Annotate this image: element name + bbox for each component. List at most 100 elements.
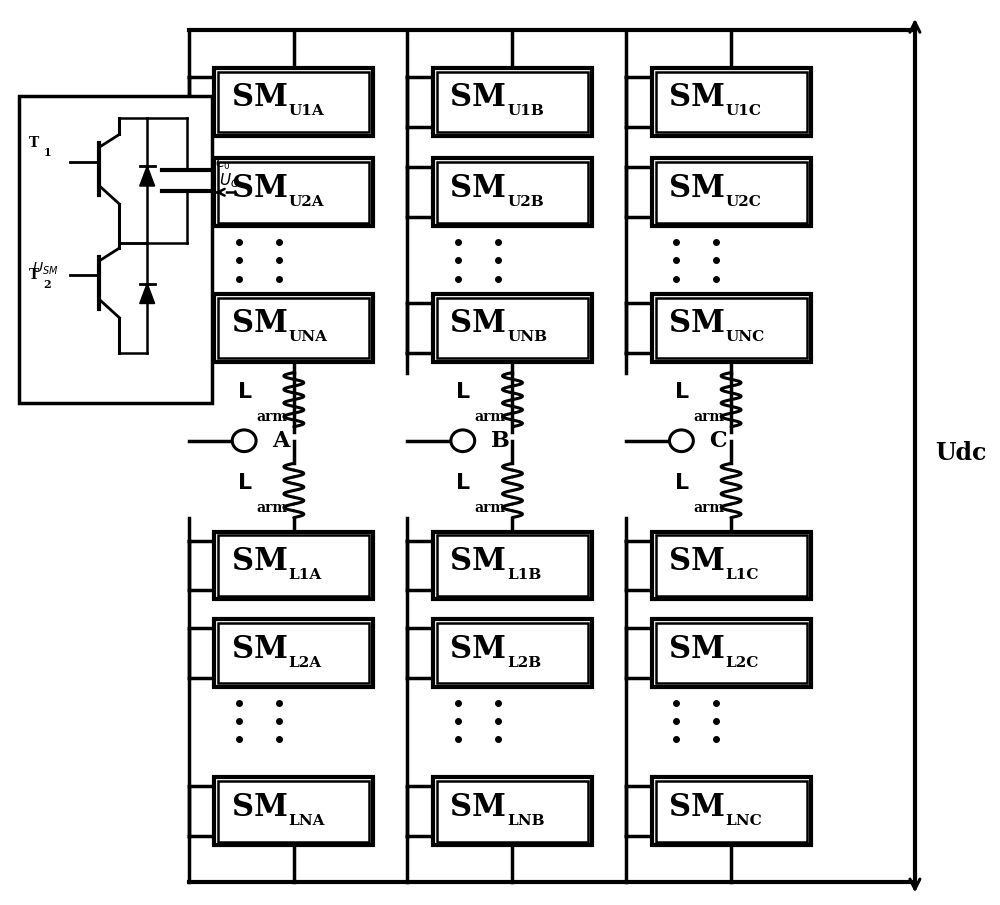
- Text: SM: SM: [232, 634, 287, 664]
- Bar: [214, 294, 373, 362]
- Bar: [218, 781, 369, 842]
- Bar: [433, 619, 592, 687]
- Bar: [437, 162, 588, 223]
- Bar: [437, 623, 588, 683]
- Bar: [652, 68, 811, 136]
- Bar: [652, 158, 811, 226]
- Bar: [433, 294, 592, 362]
- Bar: [656, 71, 807, 132]
- Text: L1A: L1A: [288, 568, 322, 582]
- Text: SM: SM: [669, 173, 725, 204]
- Text: 2: 2: [43, 279, 51, 290]
- Circle shape: [451, 430, 475, 452]
- Text: 1: 1: [43, 147, 51, 158]
- Bar: [214, 158, 373, 226]
- Bar: [214, 777, 373, 845]
- Bar: [19, 96, 212, 403]
- Text: SM: SM: [232, 82, 287, 113]
- Text: SM: SM: [669, 792, 725, 823]
- Bar: [433, 531, 592, 599]
- Bar: [656, 781, 807, 842]
- Text: U2C: U2C: [726, 195, 762, 209]
- Bar: [218, 623, 369, 683]
- Bar: [214, 619, 373, 687]
- Bar: [218, 298, 369, 358]
- Text: SM: SM: [669, 546, 725, 576]
- Text: T: T: [29, 268, 39, 282]
- Text: SM: SM: [450, 309, 506, 339]
- Polygon shape: [140, 283, 155, 303]
- Text: SM: SM: [232, 309, 287, 339]
- Text: arm: arm: [475, 501, 506, 515]
- Text: $\mathbf{L}$: $\mathbf{L}$: [237, 472, 252, 494]
- Bar: [214, 531, 373, 599]
- Text: U1B: U1B: [507, 104, 544, 119]
- Text: SM: SM: [232, 792, 287, 823]
- Text: SM: SM: [450, 173, 506, 204]
- Text: SM: SM: [669, 82, 725, 113]
- Text: $\mathbf{L}$: $\mathbf{L}$: [674, 381, 689, 404]
- Bar: [656, 535, 807, 595]
- Bar: [656, 623, 807, 683]
- Text: UNA: UNA: [288, 330, 327, 344]
- Text: $\mathbf{L}$: $\mathbf{L}$: [455, 472, 471, 494]
- Text: UNC: UNC: [726, 330, 765, 344]
- Bar: [656, 162, 807, 223]
- Text: U2B: U2B: [507, 195, 544, 209]
- Bar: [218, 71, 369, 132]
- Bar: [652, 619, 811, 687]
- Bar: [652, 531, 811, 599]
- Text: SM: SM: [232, 173, 287, 204]
- Text: SM: SM: [450, 634, 506, 664]
- Bar: [437, 535, 588, 595]
- Bar: [652, 294, 811, 362]
- Text: arm: arm: [475, 411, 506, 424]
- Text: B: B: [491, 430, 509, 452]
- Text: L1B: L1B: [507, 568, 541, 582]
- Bar: [652, 777, 811, 845]
- Text: $\mathbf{L}$: $\mathbf{L}$: [237, 381, 252, 404]
- Bar: [437, 781, 588, 842]
- Text: U2A: U2A: [288, 195, 324, 209]
- Text: $C_0$: $C_0$: [215, 157, 230, 173]
- Bar: [214, 68, 373, 136]
- Text: arm: arm: [256, 501, 287, 515]
- Text: LNC: LNC: [726, 814, 762, 828]
- Text: SM: SM: [450, 792, 506, 823]
- Text: C: C: [709, 430, 727, 452]
- Text: U1A: U1A: [288, 104, 324, 119]
- Text: arm: arm: [256, 411, 287, 424]
- Text: L2C: L2C: [726, 655, 759, 670]
- Text: $U_{SM}$: $U_{SM}$: [32, 261, 59, 277]
- Text: A: A: [272, 430, 289, 452]
- Circle shape: [669, 430, 693, 452]
- Text: L1C: L1C: [726, 568, 759, 582]
- Bar: [433, 777, 592, 845]
- Text: SM: SM: [669, 634, 725, 664]
- Text: SM: SM: [669, 309, 725, 339]
- Text: arm: arm: [693, 501, 724, 515]
- Bar: [437, 298, 588, 358]
- Text: Udc: Udc: [935, 441, 986, 464]
- Text: $\mathbf{L}$: $\mathbf{L}$: [674, 472, 689, 494]
- Bar: [433, 68, 592, 136]
- Bar: [218, 535, 369, 595]
- Bar: [656, 298, 807, 358]
- Text: U1C: U1C: [726, 104, 762, 119]
- Text: L2B: L2B: [507, 655, 541, 670]
- Text: UNB: UNB: [507, 330, 547, 344]
- Text: SM: SM: [232, 546, 287, 576]
- Text: T: T: [29, 137, 39, 150]
- Text: SM: SM: [450, 82, 506, 113]
- Text: $U_C$: $U_C$: [219, 171, 239, 190]
- Circle shape: [232, 430, 256, 452]
- Text: $\mathbf{L}$: $\mathbf{L}$: [455, 381, 471, 404]
- Text: LNA: LNA: [288, 814, 325, 828]
- Text: arm: arm: [693, 411, 724, 424]
- Bar: [437, 71, 588, 132]
- Text: L2A: L2A: [288, 655, 322, 670]
- Bar: [218, 162, 369, 223]
- Bar: [433, 158, 592, 226]
- Text: LNB: LNB: [507, 814, 545, 828]
- Text: SM: SM: [450, 546, 506, 576]
